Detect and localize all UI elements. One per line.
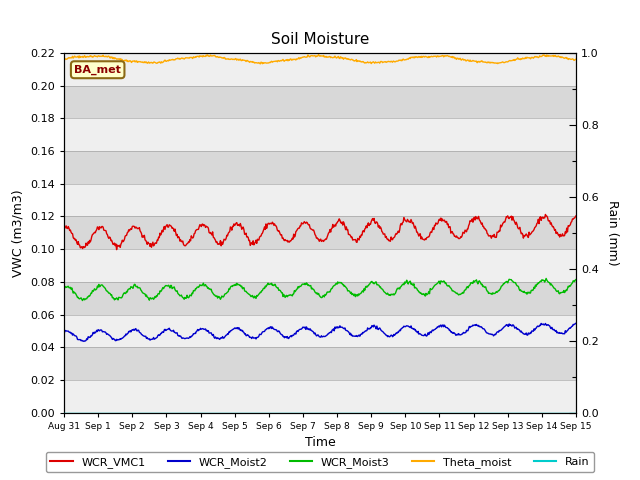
Y-axis label: VWC (m3/m3): VWC (m3/m3) <box>12 189 24 276</box>
Bar <box>64 118 576 151</box>
Title: Soil Moisture: Soil Moisture <box>271 33 369 48</box>
Bar <box>64 380 576 413</box>
Bar <box>64 314 576 348</box>
X-axis label: Time: Time <box>305 436 335 449</box>
Legend: WCR_VMC1, WCR_Moist2, WCR_Moist3, Theta_moist, Rain: WCR_VMC1, WCR_Moist2, WCR_Moist3, Theta_… <box>46 452 594 472</box>
Bar <box>64 184 576 216</box>
Bar <box>64 249 576 282</box>
Y-axis label: Rain (mm): Rain (mm) <box>607 200 620 265</box>
Text: BA_met: BA_met <box>74 65 121 75</box>
Bar <box>64 53 576 85</box>
